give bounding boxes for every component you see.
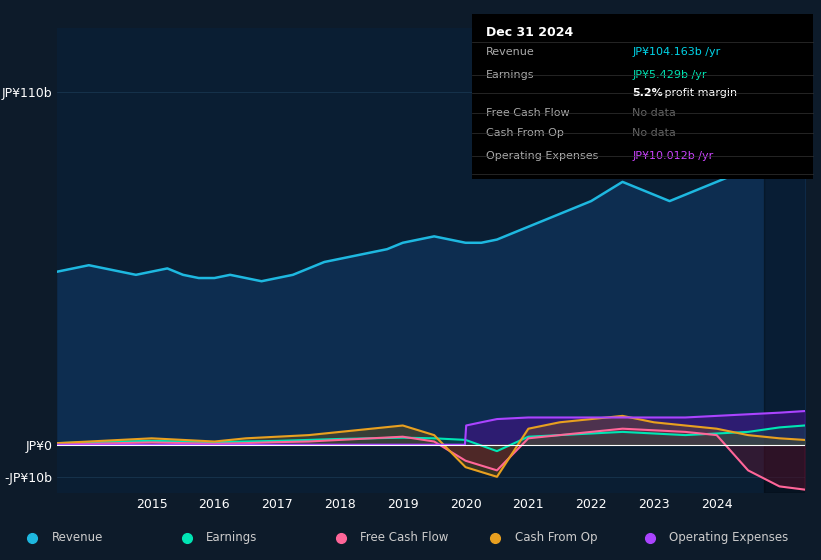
Text: No data: No data (632, 128, 676, 138)
Text: JP¥104.163b /yr: JP¥104.163b /yr (632, 47, 721, 57)
Text: 5.2%: 5.2% (632, 88, 663, 99)
Text: JP¥5.429b /yr: JP¥5.429b /yr (632, 70, 707, 80)
Text: Dec 31 2024: Dec 31 2024 (486, 26, 573, 39)
Text: Revenue: Revenue (486, 47, 534, 57)
Text: Cash From Op: Cash From Op (515, 531, 597, 544)
Text: Cash From Op: Cash From Op (486, 128, 563, 138)
Text: Free Cash Flow: Free Cash Flow (360, 531, 449, 544)
Text: Earnings: Earnings (206, 531, 257, 544)
Text: JP¥10.012b /yr: JP¥10.012b /yr (632, 151, 713, 161)
Text: profit margin: profit margin (661, 88, 737, 99)
Text: Revenue: Revenue (52, 531, 103, 544)
Bar (764, 28, 821, 493)
Text: No data: No data (632, 108, 676, 118)
Text: Operating Expenses: Operating Expenses (669, 531, 788, 544)
Text: Earnings: Earnings (486, 70, 534, 80)
Text: Operating Expenses: Operating Expenses (486, 151, 598, 161)
Text: Free Cash Flow: Free Cash Flow (486, 108, 569, 118)
